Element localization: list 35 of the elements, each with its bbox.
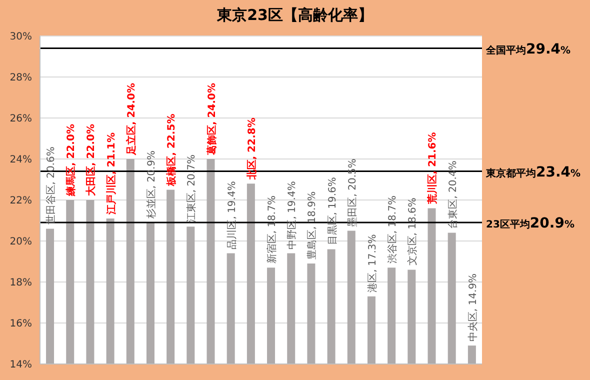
data-label: 江東区, 20.7%: [186, 154, 198, 223]
data-label: 足立区, 24.0%: [125, 83, 138, 156]
data-label: 渋谷区, 18.7%: [386, 196, 399, 264]
data-label: 杉並区, 20.9%: [145, 150, 158, 220]
y-tick-label: 30%: [10, 32, 32, 43]
data-label: 練馬区, 22.0%: [65, 124, 78, 197]
y-tick-label: 20%: [10, 236, 32, 248]
y-tick-label: 14%: [10, 360, 32, 371]
data-label: 豊島区, 18.9%: [306, 191, 318, 260]
data-label: 品川区, 19.4%: [226, 181, 238, 250]
data-label: 目黒区, 19.6%: [327, 177, 338, 246]
y-tick-label: 28%: [10, 72, 32, 84]
data-label: 文京区, 18.6%: [406, 198, 419, 266]
data-label: 中央区, 14.9%: [466, 273, 479, 342]
data-label: 葛飾区, 24.0%: [206, 83, 218, 156]
y-tick-label: 26%: [10, 114, 32, 125]
data-label: 江戸川区, 21.1%: [105, 132, 118, 216]
y-tick-label: 24%: [10, 154, 32, 166]
data-label: 板橋区, 22.5%: [166, 114, 178, 187]
ref-line-label: 東京都平均23.4%: [485, 164, 581, 180]
y-tick-label: 16%: [10, 318, 32, 330]
data-label: 世田谷区, 20.6%: [45, 146, 58, 225]
data-label: 北区, 22.8%: [246, 118, 258, 181]
ref-line-label: 23区平均20.9%: [486, 216, 574, 232]
chart-title: 東京23区【高齢化率】: [216, 6, 374, 25]
data-label: 大田区, 22.0%: [85, 124, 98, 197]
y-tick-label: 18%: [10, 278, 32, 289]
data-label: 荒川区, 21.6%: [426, 132, 439, 206]
data-label: 中野区, 19.4%: [286, 181, 298, 250]
data-label: 台東区, 20.4%: [446, 160, 459, 229]
ref-line-label: 全国平均29.4%: [485, 41, 571, 58]
data-label: 港区, 17.3%: [366, 234, 378, 292]
data-label: 新宿区, 18.7%: [266, 196, 278, 264]
y-tick-label: 22%: [10, 196, 32, 207]
data-label: 墨田区, 20.5%: [347, 158, 358, 227]
